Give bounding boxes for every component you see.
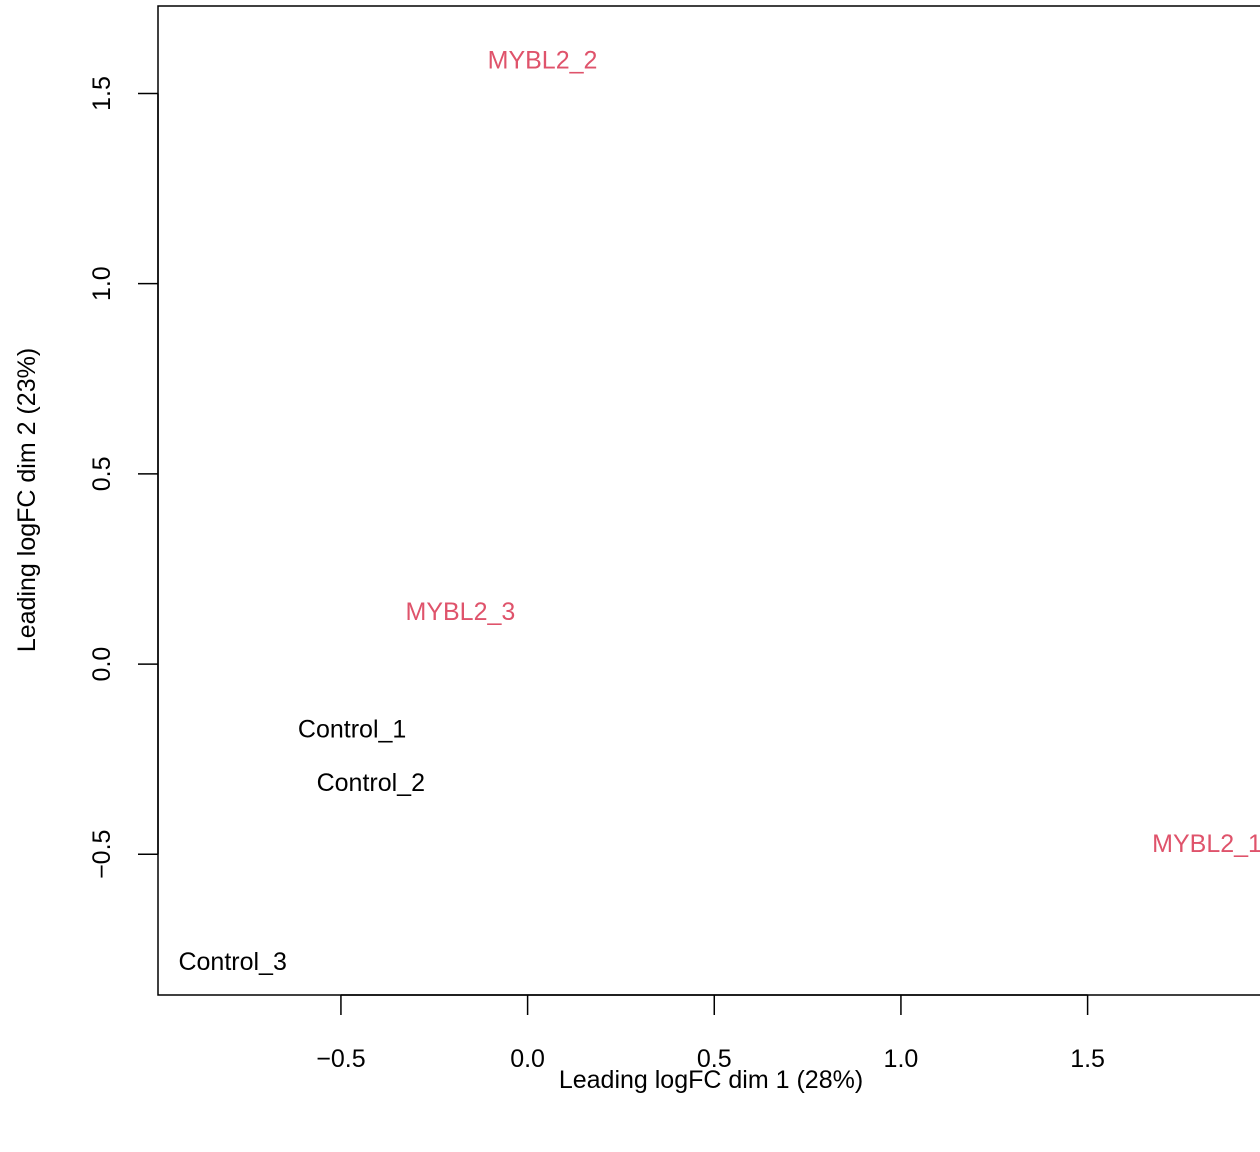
point-label-mybl2-3: MYBL2_3 xyxy=(406,598,516,626)
y-tick-label: 1.5 xyxy=(88,76,116,111)
y-axis-title: Leading logFC dim 2 (23%) xyxy=(13,348,41,652)
point-label-control-1: Control_1 xyxy=(298,716,406,744)
y-tick-label: 1.0 xyxy=(88,266,116,301)
y-axis: −0.5 0.0 0.5 1.0 1.5 xyxy=(88,76,159,879)
point-label-mybl2-1: MYBL2_1 xyxy=(1152,830,1260,858)
y-tick-label: 0.0 xyxy=(88,647,116,682)
plot-frame xyxy=(157,5,1260,996)
y-tick-label: 0.5 xyxy=(88,456,116,491)
x-tick-label: 1.0 xyxy=(884,1045,919,1073)
x-tick-label: −0.5 xyxy=(316,1045,365,1073)
y-tick-label: −0.5 xyxy=(88,830,116,879)
x-tick-label: 0.5 xyxy=(697,1045,732,1073)
point-label-control-3: Control_3 xyxy=(178,948,286,976)
x-tick-label: 0.0 xyxy=(510,1045,545,1073)
point-label-mybl2-2: MYBL2_2 xyxy=(488,46,598,74)
x-axis: −0.5 0.0 0.5 1.0 1.5 xyxy=(316,994,1105,1073)
x-axis-title: Leading logFC dim 1 (28%) xyxy=(559,1066,863,1094)
x-tick-label: 1.5 xyxy=(1070,1045,1105,1073)
point-label-control-2: Control_2 xyxy=(317,769,425,797)
point-labels: MYBL2_2 MYBL2_3 Control_1 Control_2 MYBL2_1 C… xyxy=(178,46,1260,976)
